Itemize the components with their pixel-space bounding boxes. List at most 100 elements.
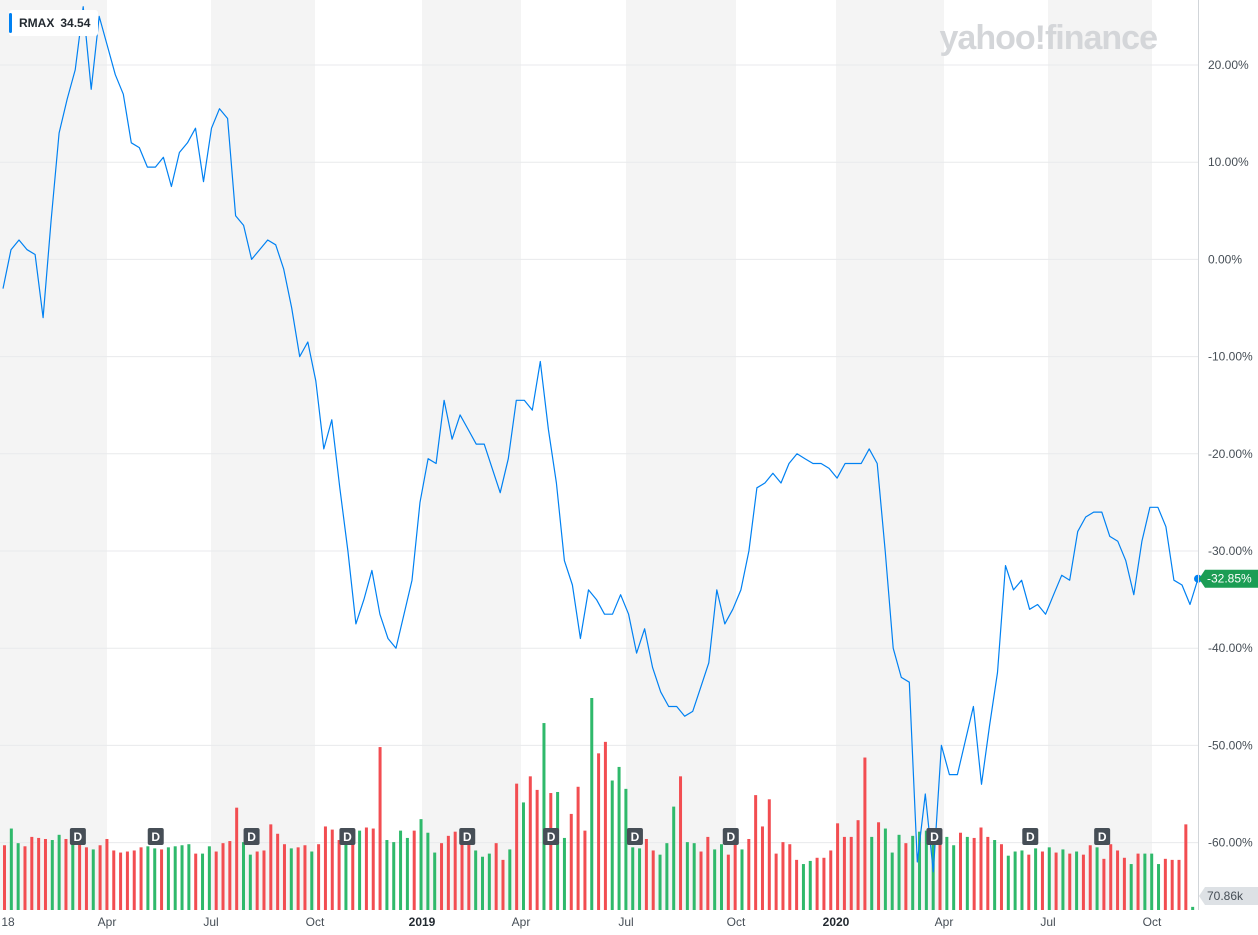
dividend-badge [626, 828, 643, 845]
volume-bar [323, 826, 327, 910]
volume-bar [1143, 853, 1147, 910]
dividend-marker: D [1094, 828, 1111, 845]
dividend-badge [243, 828, 260, 845]
volume-bar [610, 780, 614, 910]
volume-bar [1102, 858, 1106, 910]
dividend-label: D [151, 830, 160, 844]
volume-bar [952, 845, 956, 910]
volume-bar [481, 856, 484, 910]
dividend-marker: D [1022, 828, 1039, 845]
volume-bar [194, 853, 198, 910]
volume-bar [1157, 864, 1161, 910]
volume-bar [453, 831, 457, 910]
volume-bar [515, 783, 519, 910]
legend-value: 34.54 [60, 16, 91, 30]
volume-bar [583, 830, 587, 910]
legend[interactable]: RMAX 34.54 [9, 10, 99, 36]
volume-bar [9, 828, 13, 910]
volume-bar [897, 834, 901, 910]
volume-bar [139, 847, 143, 910]
volume-bar [993, 840, 997, 910]
volume-bar [672, 806, 676, 910]
volume-bar [726, 854, 730, 910]
volume-bar [842, 836, 846, 910]
volume-bar [371, 828, 375, 910]
volume-bar [1122, 857, 1126, 910]
volume-bar [71, 841, 75, 910]
volume-bar [1150, 853, 1154, 910]
volume-bar [303, 845, 307, 910]
volume-bar [1006, 855, 1010, 910]
volume-bar [767, 799, 771, 910]
dividend-marker: D [243, 828, 260, 845]
volume-bar [351, 841, 355, 910]
volume-bar [685, 842, 689, 910]
volume-bar [392, 842, 396, 910]
x-tick-label: 18 [1, 915, 15, 929]
volume-bar [405, 837, 409, 910]
dividend-label: D [343, 830, 352, 844]
volume-bar [638, 848, 642, 910]
volume-bar [385, 840, 389, 910]
volume-bar [494, 843, 498, 910]
volume-bar [125, 851, 129, 910]
dividend-label: D [247, 830, 256, 844]
volume-bar [242, 842, 245, 910]
volume-bar [23, 846, 27, 910]
volume-bar [1109, 844, 1113, 910]
volume-bar [1095, 847, 1099, 910]
volume-bar [3, 845, 6, 910]
x-tick-label: 2020 [823, 915, 850, 929]
volume-bar [166, 847, 170, 910]
quarter-band [1048, 0, 1152, 910]
volume-bar [64, 838, 68, 910]
y-tick-label: 20.00% [1208, 58, 1249, 72]
dividend-label: D [726, 830, 735, 844]
volume-bar [965, 836, 969, 910]
volume-bar [904, 843, 908, 910]
volume-bar [269, 824, 273, 910]
volume-bar [774, 853, 778, 910]
dividend-label: D [1098, 830, 1107, 844]
volume-bar [617, 766, 621, 910]
last-change-badge [1199, 569, 1258, 588]
dividend-marker: D [339, 828, 356, 845]
dividend-marker: D [722, 828, 739, 845]
volume-bar [754, 795, 758, 910]
volume-bar [37, 837, 41, 910]
volume-bar [1061, 849, 1065, 910]
volume-bar [556, 791, 560, 910]
y-axis-labels: 20.00% 10.00% 0.00% -10.00% -20.00% -30.00% -4… [1208, 58, 1253, 850]
volume-bar [317, 844, 321, 910]
volume-bar [1075, 851, 1079, 910]
dividend-badge [147, 828, 164, 845]
volume-bar [276, 833, 280, 910]
volume-bar [999, 844, 1003, 910]
volume-bar [207, 846, 211, 910]
volume-bar [330, 829, 334, 910]
volume-bar [877, 822, 881, 910]
volume-bar [692, 843, 696, 910]
dividend-marker: D [543, 828, 560, 845]
volume-bar [467, 832, 471, 910]
volume-bar [1136, 853, 1140, 910]
legend-symbol: RMAX [19, 16, 55, 30]
dividend-marker: D [926, 828, 943, 845]
volume-bar [98, 845, 102, 910]
quarter-band [0, 0, 107, 910]
volume-bar [255, 851, 259, 910]
y-tick-label: -50.00% [1208, 738, 1253, 752]
volume-bar [508, 849, 512, 910]
volume-bar [228, 841, 232, 910]
volume-bar [187, 844, 191, 910]
volume-bar [214, 851, 218, 910]
dividend-marker: D [626, 828, 643, 845]
x-tick-label: Oct [1143, 915, 1162, 929]
volume-bar [378, 747, 382, 910]
month-bands [0, 0, 1152, 910]
dividend-marker: D [147, 828, 164, 845]
volume-bar [180, 845, 184, 910]
y-tick-label: 10.00% [1208, 155, 1249, 169]
